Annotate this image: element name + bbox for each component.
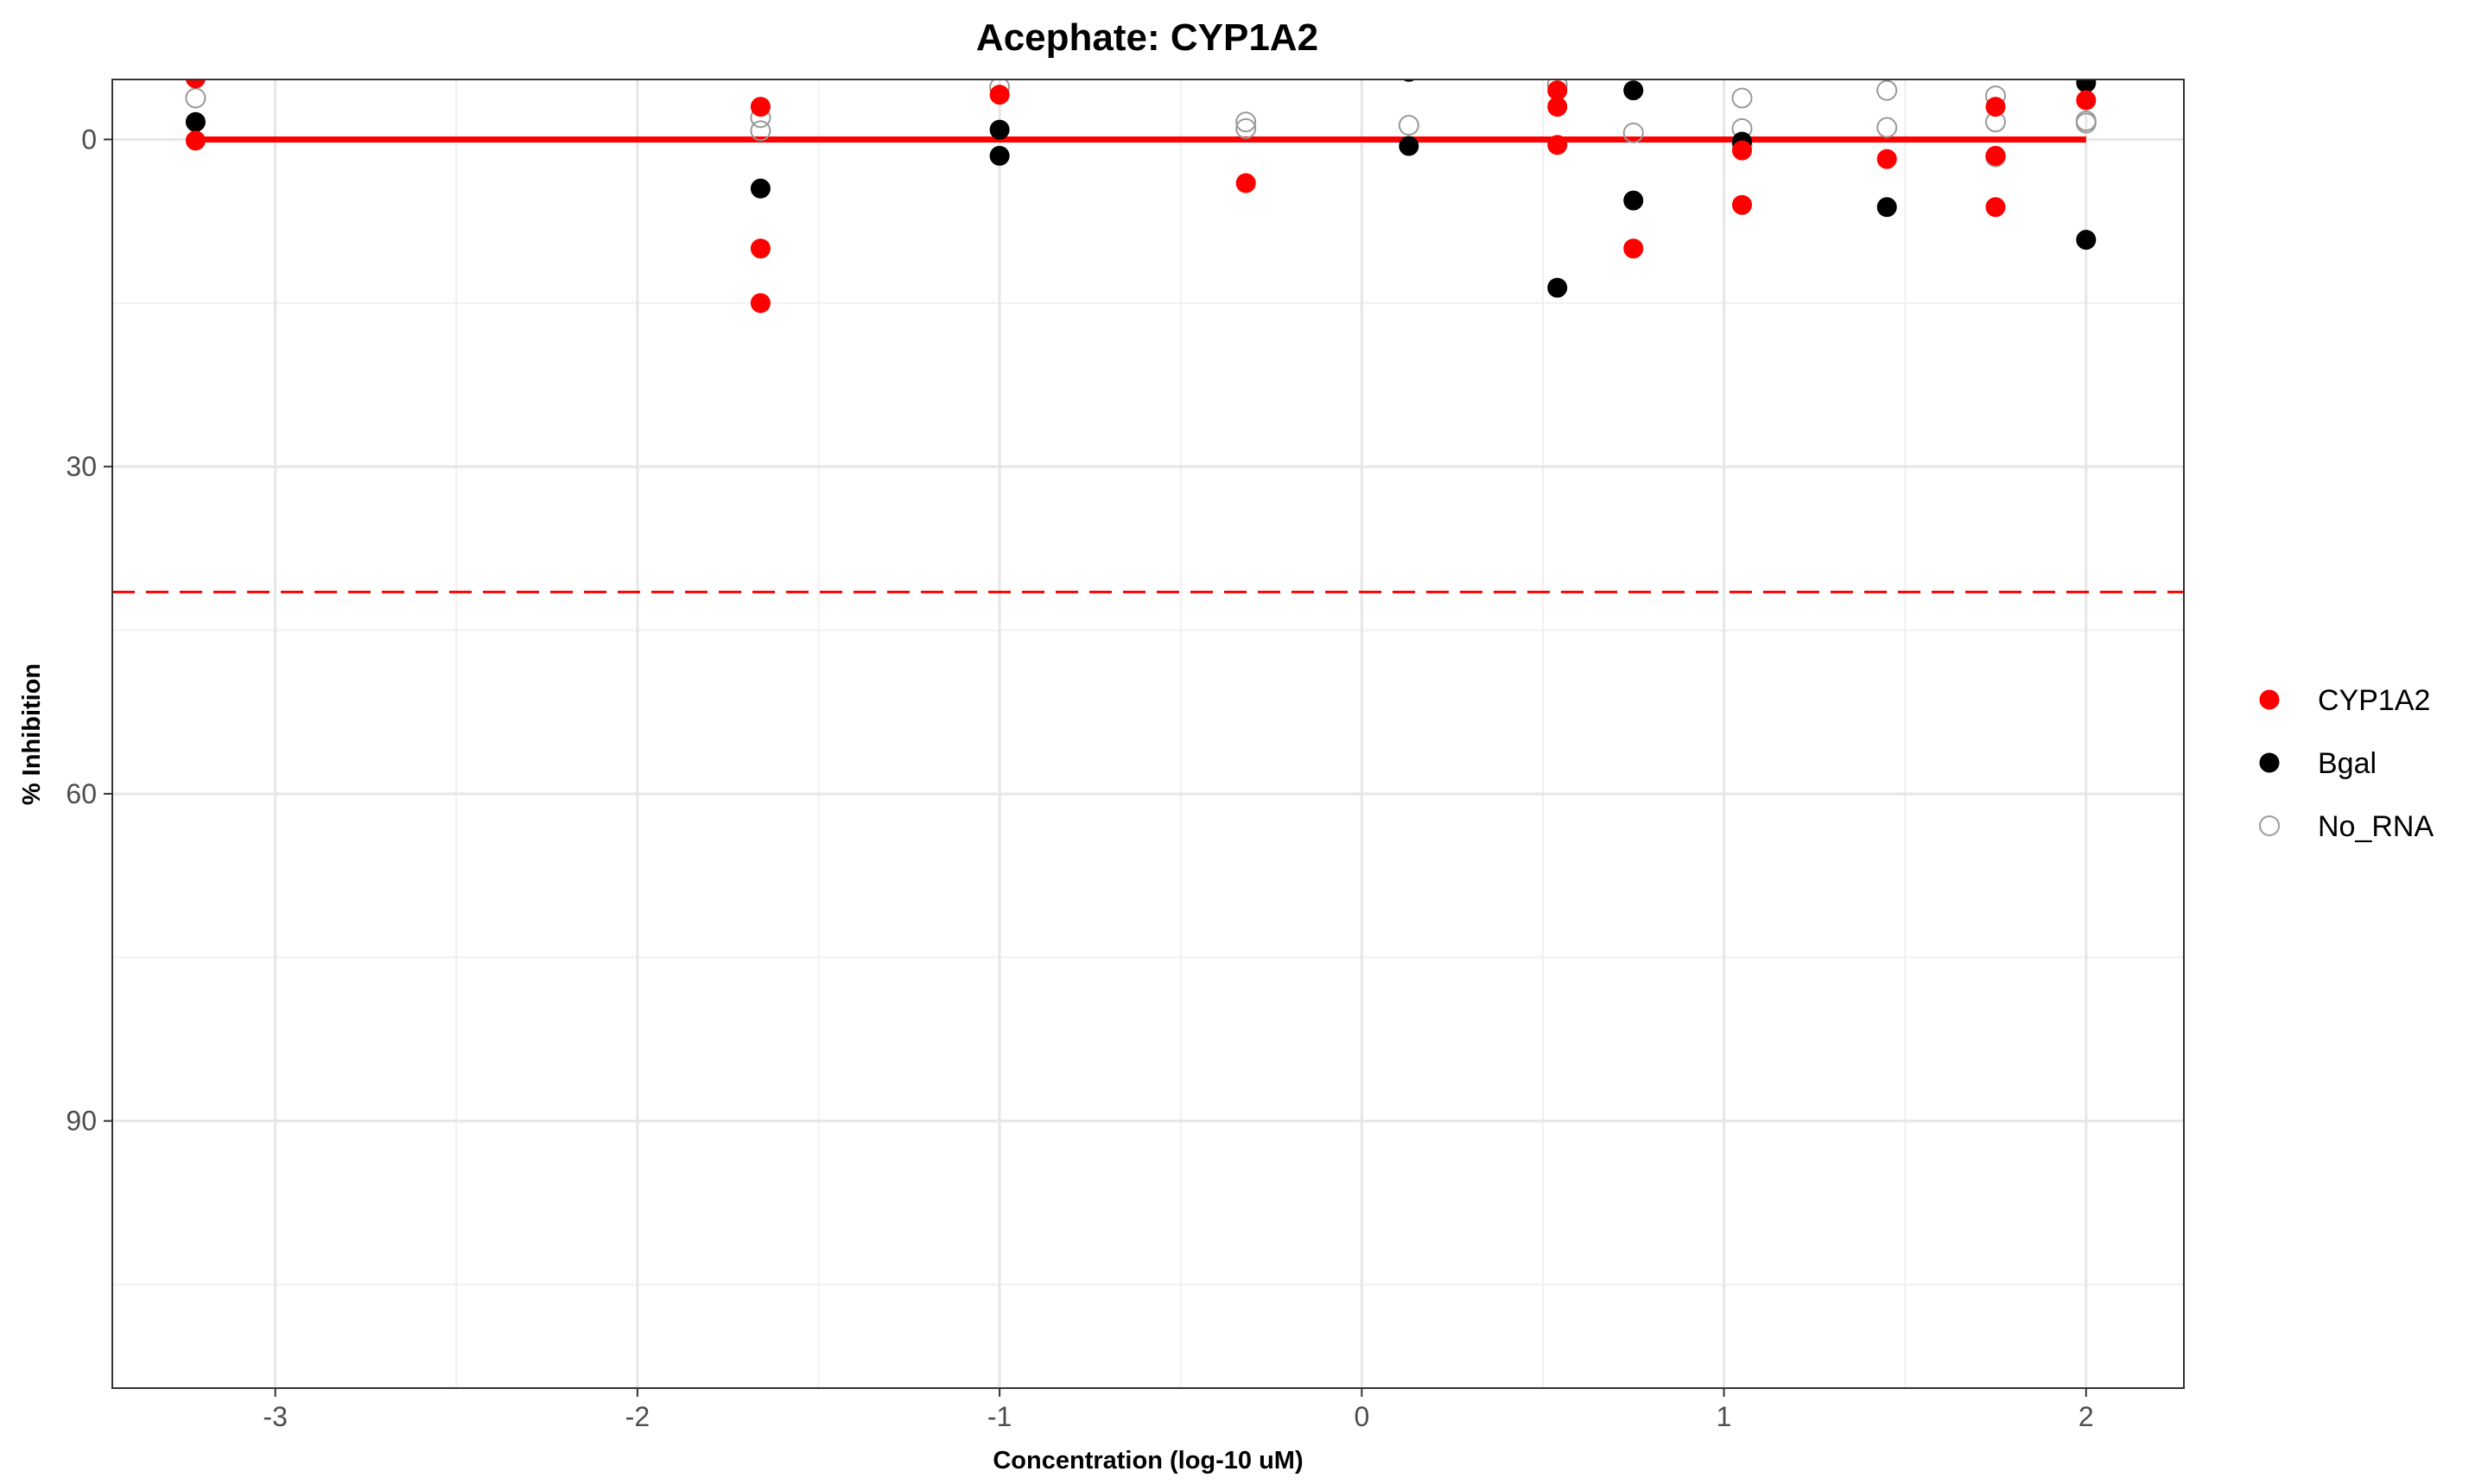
point-bgal xyxy=(185,111,206,132)
point-bgal xyxy=(1623,190,1644,211)
point-bgal xyxy=(1876,197,1897,218)
point-no-rna xyxy=(1731,87,1753,109)
plot-panel xyxy=(112,79,2184,1388)
x-tick-label: 1 xyxy=(1717,1401,1732,1432)
point-no-rna xyxy=(1235,117,1257,139)
point-bgal xyxy=(989,145,1010,166)
point-no-rna xyxy=(1876,117,1898,138)
point-cyp1a2 xyxy=(1985,97,2006,117)
point-cyp1a2 xyxy=(1876,149,1897,169)
point-cyp1a2 xyxy=(1623,238,1644,259)
legend-label-bgal: Bgal xyxy=(2318,747,2377,780)
point-cyp1a2 xyxy=(1732,194,1753,215)
minor-grid xyxy=(112,79,2184,1388)
x-axis: -3 -2 -1 0 1 2 xyxy=(263,1388,2094,1432)
point-cyp1a2 xyxy=(185,130,206,151)
plot-border xyxy=(111,79,2185,1389)
point-cyp1a2 xyxy=(750,293,771,314)
point-bgal xyxy=(2076,230,2097,251)
legend: CYP1A2 Bgal No_RNA xyxy=(2259,684,2434,843)
point-cyp1a2 xyxy=(1985,197,2006,218)
point-bgal xyxy=(1547,277,1568,298)
point-no-rna xyxy=(2075,110,2097,131)
point-no-rna xyxy=(1235,111,1257,133)
y-tick-label: 0 xyxy=(81,124,97,155)
point-cyp1a2 xyxy=(750,97,771,117)
point-cyp1a2 xyxy=(750,238,771,259)
x-tick-label: -1 xyxy=(987,1401,1012,1432)
x-tick-label: 0 xyxy=(1354,1401,1369,1432)
point-cyp1a2 xyxy=(1547,97,1568,117)
point-cyp1a2 xyxy=(1985,145,2006,166)
y-axis-title: % Inhibition xyxy=(18,663,46,805)
x-tick-label: -2 xyxy=(625,1401,650,1432)
point-bgal xyxy=(1399,136,1419,156)
x-tick-label: 2 xyxy=(2078,1401,2094,1432)
x-tick-label: -3 xyxy=(263,1401,287,1432)
y-axis: 0 30 60 90 xyxy=(66,124,112,1137)
y-tick-label: 30 xyxy=(66,451,97,482)
legend-key-cyp1a2 xyxy=(2259,689,2280,710)
legend-key-bgal xyxy=(2259,752,2280,773)
point-no-rna xyxy=(1876,79,1898,101)
x-axis-title: Concentration (log-10 uM) xyxy=(993,1447,1303,1474)
point-no-rna xyxy=(1622,122,1644,143)
legend-label-cyp1a2: CYP1A2 xyxy=(2318,684,2430,717)
point-bgal xyxy=(989,119,1010,140)
reference-lines xyxy=(112,136,2184,593)
point-bgal xyxy=(1623,80,1644,101)
point-cyp1a2 xyxy=(1235,173,1256,193)
point-no-rna xyxy=(750,120,771,142)
point-cyp1a2 xyxy=(1732,140,1753,161)
y-tick-label: 90 xyxy=(66,1106,97,1137)
y-tick-label: 60 xyxy=(66,778,97,809)
legend-key-no-rna xyxy=(2259,815,2280,836)
point-bgal xyxy=(750,178,771,199)
point-cyp1a2 xyxy=(989,85,1010,105)
plot-area xyxy=(111,79,2185,1389)
point-cyp1a2 xyxy=(1547,135,1568,155)
data-points xyxy=(185,79,2097,314)
point-no-rna xyxy=(185,87,206,109)
point-cyp1a2 xyxy=(2076,90,2097,111)
point-no-rna xyxy=(1398,115,1419,136)
legend-label-no-rna: No_RNA xyxy=(2318,810,2434,843)
point-cyp1a2 xyxy=(185,79,206,89)
chart-title: Acephate: CYP1A2 xyxy=(976,16,1318,59)
